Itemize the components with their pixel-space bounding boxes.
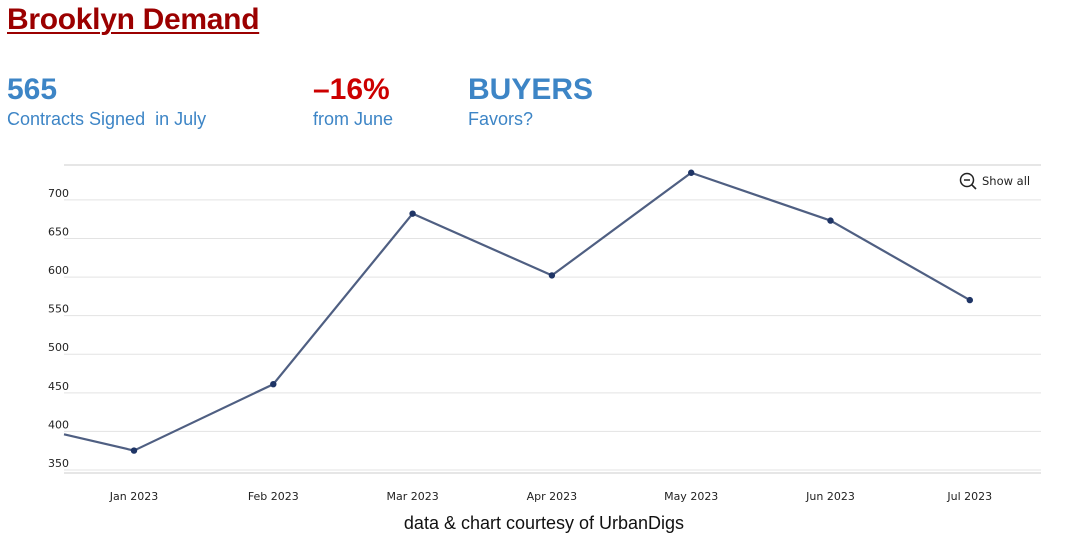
series-line [63, 171, 971, 452]
show-all-label: Show all [982, 174, 1031, 188]
chart-credit: data & chart courtesy of UrbanDigs [403, 513, 685, 533]
show-all-button[interactable]: Show all [959, 172, 1030, 190]
change-value: –16% [313, 73, 390, 106]
x-tick-label: Jul 2023 [946, 490, 992, 503]
y-tick-label: 500 [48, 341, 69, 354]
favors-stat: BUYERS Favors? [468, 72, 593, 130]
y-tick-label: 450 [48, 380, 69, 393]
contracts-label: Contracts Signed in July [7, 109, 207, 129]
favors-label: Favors? [468, 109, 534, 129]
data-point [688, 169, 695, 176]
contracts-value: 565 [7, 73, 58, 106]
x-tick-label: May 2023 [664, 490, 718, 503]
favors-value: BUYERS [468, 73, 594, 106]
change-label: from June [313, 109, 394, 129]
y-tick-label: 700 [48, 187, 69, 200]
zoom-out-icon [959, 172, 977, 190]
line-chart: 350 400 450 500 550 600 650 700 Jan 2023 Feb 2023… [48, 164, 1041, 503]
x-tick-label: Mar 2023 [386, 490, 438, 503]
y-tick-label: 350 [48, 457, 69, 470]
y-tick-label: 400 [48, 418, 69, 431]
y-tick-label: 600 [48, 264, 69, 277]
x-tick-label: Apr 2023 [527, 490, 578, 503]
y-tick-label: 550 [48, 303, 69, 316]
data-point [270, 380, 277, 388]
y-tick-label: 650 [48, 225, 69, 238]
x-tick-label: Jan 2023 [109, 490, 158, 503]
data-point [409, 210, 416, 217]
x-tick-label: Jun 2023 [805, 490, 855, 503]
page-title: Brooklyn Demand [7, 3, 260, 36]
data-point [130, 447, 138, 454]
x-tick-label: Feb 2023 [248, 490, 299, 503]
contracts-stat: 565 Contracts Signed in July [7, 72, 206, 130]
data-point [548, 272, 556, 279]
data-point [966, 296, 973, 304]
data-point [827, 217, 834, 224]
change-stat: –16% from June [313, 72, 393, 130]
